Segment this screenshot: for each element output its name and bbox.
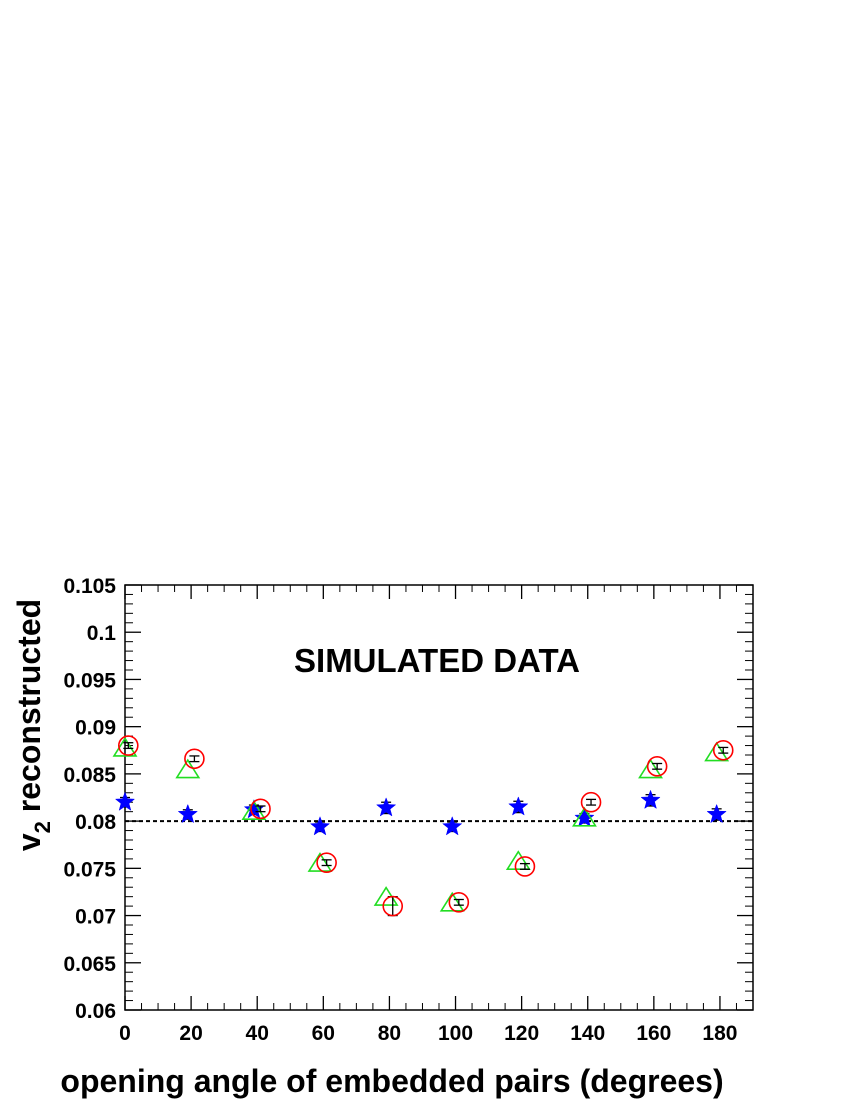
circle-point xyxy=(448,892,470,913)
y-tick-label: 0.085 xyxy=(63,764,116,787)
x-tick-labels: 0 20 40 60 80 100 120 140 160 180 xyxy=(119,1022,737,1045)
star-point xyxy=(309,816,331,836)
y-tick-label: 0.08 xyxy=(75,811,116,834)
star-point xyxy=(706,803,727,824)
x-tick-label: 60 xyxy=(312,1022,335,1045)
x-tick-label: 100 xyxy=(438,1022,473,1045)
star-point xyxy=(574,807,595,827)
triangle-point xyxy=(307,852,333,872)
triangle-point xyxy=(571,806,597,827)
y-tick-labels: 0.060.0650.070.0750.080.0850.090.0950.10… xyxy=(63,575,116,1023)
star-point xyxy=(508,796,529,816)
circle-point xyxy=(250,798,271,820)
star-point xyxy=(114,791,136,811)
annotation-label: SIMULATED DATA xyxy=(294,642,580,679)
triangle-point xyxy=(704,741,730,762)
star-point xyxy=(375,797,397,817)
x-tick-label: 0 xyxy=(119,1022,131,1045)
y-axis-label-subscript: 2 xyxy=(30,821,55,833)
circle-point xyxy=(184,748,205,770)
star-point xyxy=(640,789,661,809)
x-tick-label: 40 xyxy=(246,1022,269,1045)
y-tick-label: 0.065 xyxy=(63,953,116,976)
circle-point xyxy=(514,856,536,877)
circle-point xyxy=(316,852,337,873)
series-star xyxy=(114,789,727,836)
triangle-point xyxy=(439,891,465,912)
circle-point xyxy=(646,756,668,777)
x-tick-label: 140 xyxy=(570,1022,605,1045)
x-tick-label: 180 xyxy=(702,1022,737,1045)
circle-point xyxy=(382,895,404,917)
y-tick-label: 0.105 xyxy=(63,575,116,598)
y-tick-label: 0.09 xyxy=(75,717,116,740)
y-axis-label: v2 reconstructed xyxy=(11,599,55,851)
triangle-point xyxy=(241,800,267,820)
x-tick-label: 20 xyxy=(179,1022,202,1045)
x-tick-label: 120 xyxy=(504,1022,539,1045)
y-axis-label-main: v xyxy=(11,833,47,851)
circle-point xyxy=(580,791,602,813)
series-open-triangle xyxy=(112,736,730,912)
series-open-circle xyxy=(118,735,734,917)
y-tick-label: 0.095 xyxy=(63,669,116,692)
axis-ticks xyxy=(124,584,753,1011)
y-tick-label: 0.1 xyxy=(87,622,117,645)
x-tick-label: 160 xyxy=(636,1022,671,1045)
triangle-point xyxy=(505,850,531,871)
x-axis-label: opening angle of embedded pairs (degrees… xyxy=(60,1063,723,1099)
y-tick-label: 0.075 xyxy=(63,858,116,881)
data-series xyxy=(112,735,734,917)
x-tick-label: 80 xyxy=(378,1022,401,1045)
star-point xyxy=(177,803,198,824)
circle-point xyxy=(118,735,139,756)
y-tick-label: 0.07 xyxy=(75,906,116,929)
y-tick-label: 0.06 xyxy=(75,1000,116,1023)
star-point xyxy=(442,816,463,836)
circle-point xyxy=(712,739,734,761)
y-axis-label-rest: reconstructed xyxy=(11,599,47,821)
